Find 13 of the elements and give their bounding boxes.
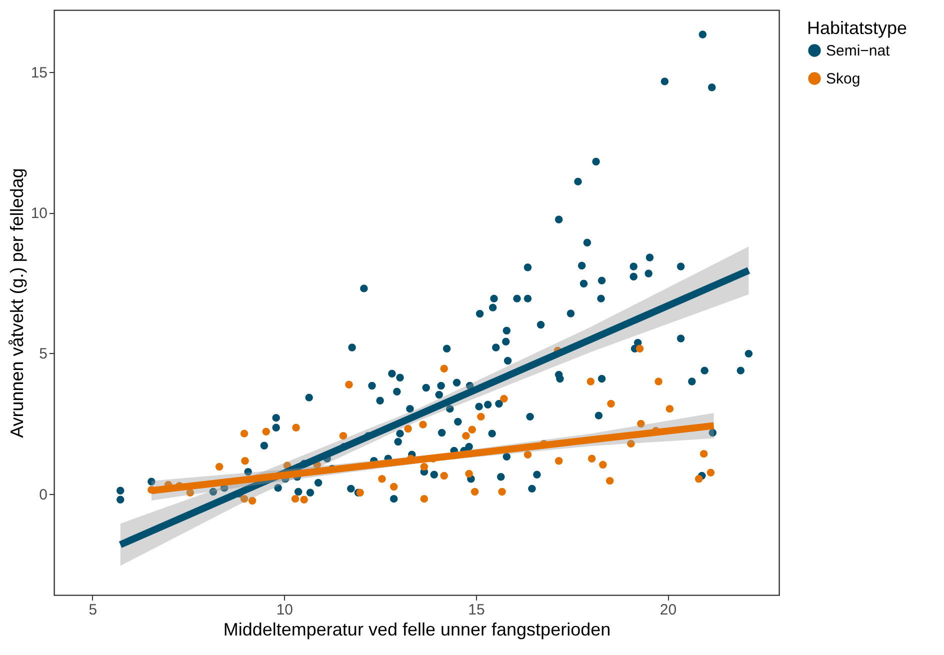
y-tick-label: 15 — [30, 64, 48, 82]
x-axis-title: Middeltemperatur ved felle unner fangstperioden — [223, 620, 611, 640]
x-tick-label: 20 — [660, 602, 677, 618]
legend-title: Habitatstype — [807, 18, 908, 38]
x-tick-label: 5 — [88, 602, 98, 618]
x-tick-label: 10 — [276, 602, 294, 618]
y-tick-label: 0 — [39, 486, 48, 504]
x-tick-label: 15 — [468, 602, 485, 618]
legend-label: Skog — [826, 70, 860, 88]
y-tick-label: 10 — [30, 205, 48, 222]
y-tick-label: 5 — [39, 346, 48, 363]
y-axis-title: Avrunnen våtvekt (g.) per felledag — [6, 168, 27, 438]
legend-label: Semi−nat — [826, 42, 891, 60]
